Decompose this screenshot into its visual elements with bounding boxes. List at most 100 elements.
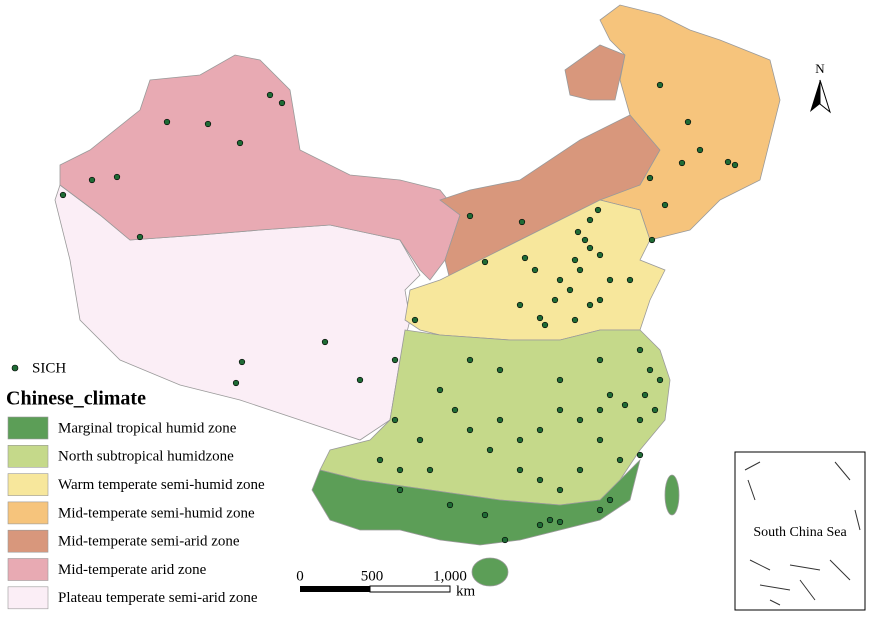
- sich-point: [556, 276, 564, 284]
- sich-point: [88, 176, 96, 184]
- sich-point: [516, 466, 524, 474]
- zone-area: [471, 557, 509, 587]
- arrow-half: [810, 80, 820, 112]
- legend-title: Chinese_climate: [6, 388, 146, 410]
- sich-point: [451, 406, 459, 414]
- sich-point: [621, 401, 629, 409]
- zones: [54, 4, 781, 587]
- sich-point: [536, 314, 544, 322]
- sich-point: [636, 451, 644, 459]
- sich-point: [581, 236, 589, 244]
- sich-point: [646, 174, 654, 182]
- sich-point: [466, 426, 474, 434]
- zone-area: [564, 44, 626, 101]
- legend-point: [11, 364, 19, 372]
- sich-point: [556, 518, 564, 526]
- scale-unit: km: [456, 583, 476, 599]
- legend-swatch: [7, 529, 49, 553]
- sich-point: [516, 436, 524, 444]
- sich-point: [396, 466, 404, 474]
- inset-lines: [744, 461, 861, 606]
- sich-point: [411, 316, 419, 324]
- sich-point: [586, 244, 594, 252]
- sich-point: [391, 416, 399, 424]
- legend-label: Marginal tropical humid zone: [58, 420, 237, 436]
- legend-point-label: SICH: [32, 360, 66, 376]
- legend-label: Warm temperate semi-humid zone: [58, 477, 265, 493]
- scale-segment: [369, 585, 451, 593]
- sich-point: [696, 146, 704, 154]
- legend-swatch: [7, 558, 49, 581]
- sich-point: [496, 416, 504, 424]
- sich-point: [648, 236, 656, 244]
- sich-point: [571, 256, 579, 264]
- zone-area: [664, 474, 680, 516]
- sich-point: [586, 301, 594, 309]
- sich-point: [416, 436, 424, 444]
- legend-swatch: [7, 501, 49, 525]
- scale-segment: [300, 586, 370, 592]
- sich-point: [651, 406, 659, 414]
- sich-point: [606, 276, 614, 284]
- sich-point: [376, 456, 384, 464]
- sich-point: [646, 366, 654, 374]
- sich-point: [606, 391, 614, 399]
- scale-label: 0: [296, 568, 304, 584]
- sich-point: [541, 321, 549, 329]
- legend: Marginal tropical humid zone North subtro…: [7, 416, 265, 610]
- sich-point: [556, 376, 564, 384]
- sich-point: [536, 426, 544, 434]
- sich-point: [481, 258, 489, 266]
- sich-point: [656, 81, 664, 89]
- legend-label: Mid-temperate arid zone: [58, 562, 207, 578]
- sich-point: [396, 486, 404, 494]
- sich-point: [546, 516, 554, 524]
- sich-point: [594, 206, 602, 214]
- sich-point: [571, 316, 579, 324]
- sich-point: [556, 406, 564, 414]
- sich-point: [446, 501, 454, 509]
- sich-point: [731, 161, 739, 169]
- sich-point: [656, 376, 664, 384]
- sich-point: [596, 296, 604, 304]
- sich-point: [678, 159, 686, 167]
- sich-point: [236, 139, 244, 147]
- sich-point: [466, 212, 474, 220]
- inset: South China Sea: [734, 451, 866, 611]
- legend-swatch: [7, 444, 49, 468]
- sich-point: [636, 346, 644, 354]
- sich-point: [636, 416, 644, 424]
- sich-point: [536, 521, 544, 529]
- sich-point: [496, 366, 504, 374]
- sich-point: [641, 391, 649, 399]
- sich-point: [576, 466, 584, 474]
- legend-swatch: [7, 473, 49, 496]
- north-label: N: [815, 61, 825, 76]
- sich-point: [59, 191, 67, 199]
- sich-point: [596, 436, 604, 444]
- sich-point: [586, 216, 594, 224]
- legend-swatch: [7, 586, 49, 610]
- sich-point: [556, 486, 564, 494]
- sich-point: [616, 456, 624, 464]
- sich-point: [501, 536, 509, 544]
- sich-point: [566, 286, 574, 294]
- sich-point: [356, 376, 364, 384]
- sich-point: [466, 356, 474, 364]
- inset-frame: [734, 451, 866, 611]
- sich-point: [551, 296, 559, 304]
- sich-point: [518, 218, 526, 226]
- scale-bar: 0 500 1,000 km: [296, 568, 475, 599]
- legend-swatch: [7, 416, 49, 440]
- sich-point: [238, 358, 246, 366]
- legend-label: Mid-temperate semi-arid zone: [58, 534, 240, 550]
- sich-point: [516, 301, 524, 309]
- scale-label: 500: [361, 568, 384, 584]
- scale-label: 1,000: [433, 568, 467, 584]
- sich-point: [661, 201, 669, 209]
- sich-point: [576, 266, 584, 274]
- sich-point: [426, 466, 434, 474]
- sich-point: [531, 266, 539, 274]
- sich-point: [266, 91, 274, 99]
